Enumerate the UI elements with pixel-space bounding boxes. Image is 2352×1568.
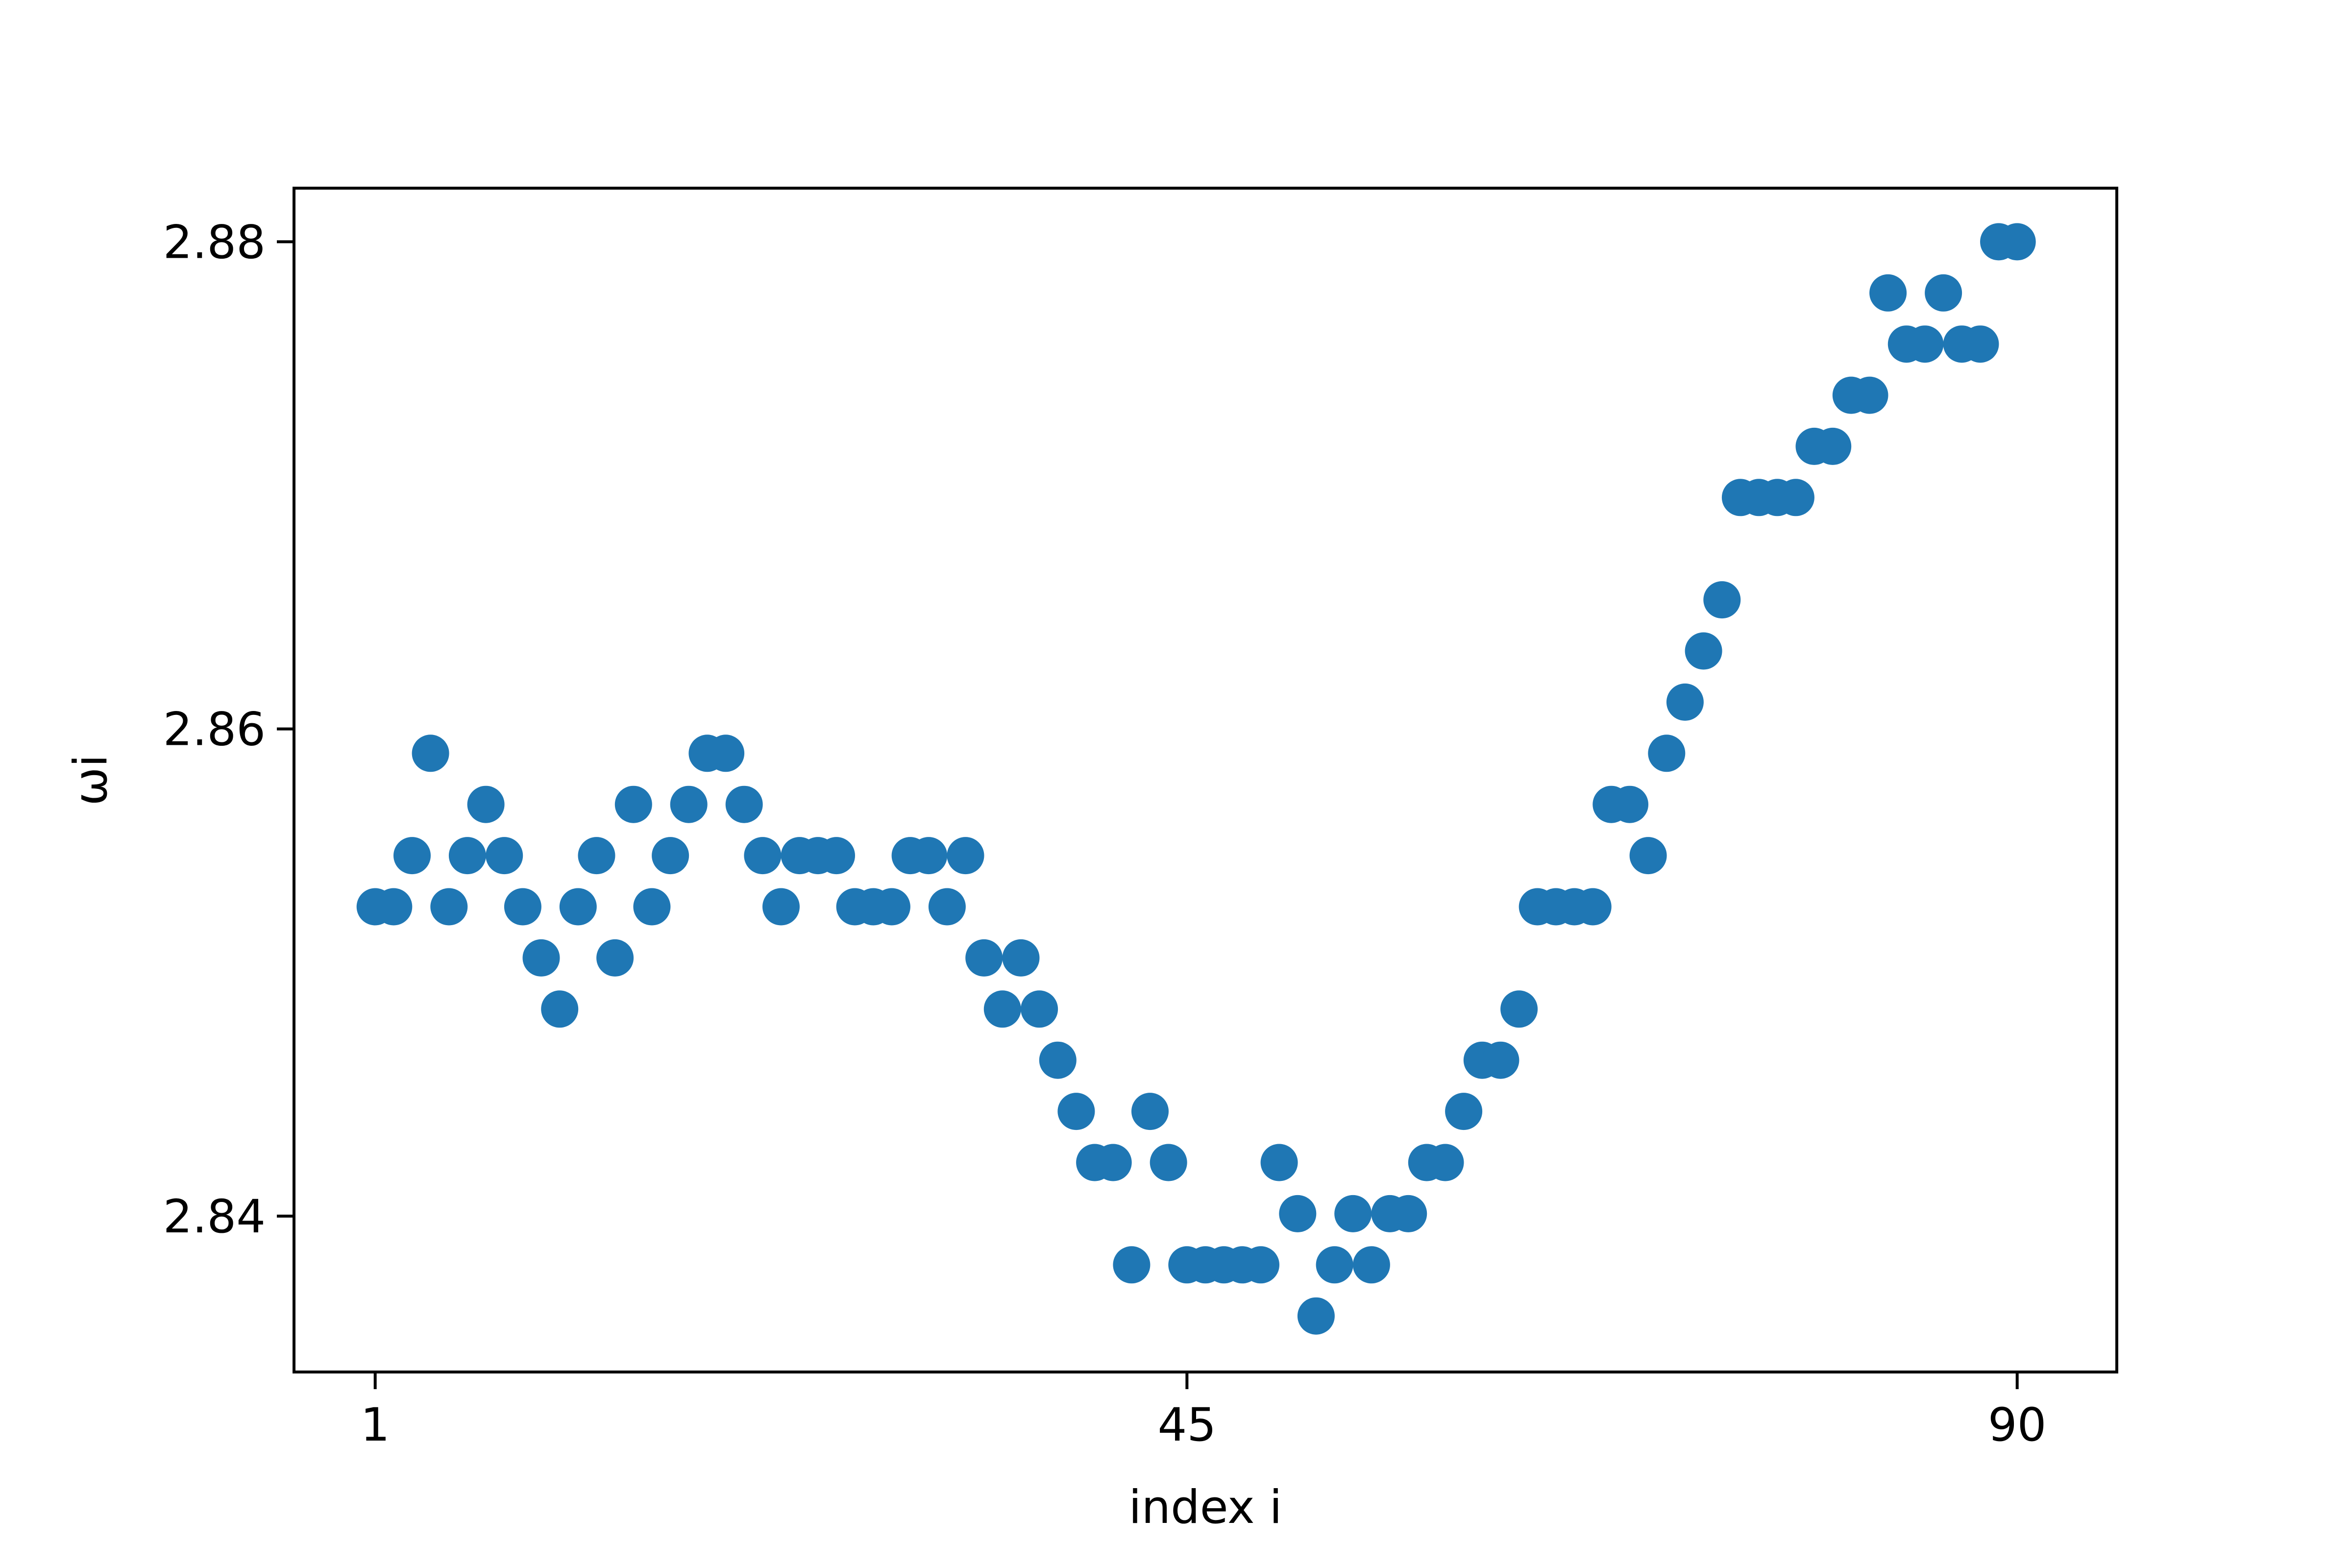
data-point (578, 837, 615, 875)
data-point (430, 888, 468, 926)
data-point (1869, 274, 1907, 312)
data-point (1961, 325, 1999, 363)
data-point (947, 837, 984, 875)
data-point (652, 837, 689, 875)
data-point (486, 837, 523, 875)
y-tick-label: 2.88 (163, 216, 266, 269)
data-point (1297, 1297, 1335, 1335)
data-point (1851, 376, 1888, 414)
data-point (1334, 1195, 1372, 1232)
data-point (725, 785, 763, 823)
data-point (1814, 427, 1852, 465)
data-point (1316, 1246, 1353, 1284)
data-point (1685, 632, 1722, 670)
data-point (412, 735, 449, 772)
data-point (1998, 223, 2036, 261)
y-tick-label: 2.86 (163, 703, 266, 757)
data-point (596, 939, 634, 977)
data-point (928, 888, 966, 926)
data-point (1021, 990, 1058, 1028)
data-point (1906, 325, 1944, 363)
data-point (1260, 1144, 1298, 1181)
data-point (1482, 1041, 1519, 1079)
data-point (1426, 1144, 1464, 1181)
data-point (541, 990, 579, 1028)
data-point (1390, 1195, 1427, 1232)
data-point (910, 837, 948, 875)
data-point (393, 837, 431, 875)
x-tick-label: 90 (1988, 1398, 2047, 1452)
data-point (762, 888, 800, 926)
data-point (983, 990, 1021, 1028)
data-point (818, 837, 855, 875)
data-point (1113, 1246, 1151, 1284)
data-point (1611, 785, 1648, 823)
data-point (1574, 888, 1612, 926)
data-point (559, 888, 597, 926)
data-point (1666, 683, 1704, 721)
data-point (670, 785, 708, 823)
data-point (522, 939, 560, 977)
data-point (1445, 1093, 1483, 1130)
data-points (356, 223, 2036, 1335)
data-point (1629, 837, 1667, 875)
data-point (1279, 1195, 1317, 1232)
data-point (504, 888, 541, 926)
x-tick-label: 45 (1158, 1398, 1217, 1452)
x-axis-label: index i (1128, 1481, 1282, 1534)
plot-frame (293, 187, 2118, 1373)
data-point (1648, 735, 1686, 772)
data-point (448, 837, 486, 875)
data-point (744, 837, 782, 875)
x-axis-ticks: 1 45 90 (361, 1372, 2047, 1452)
y-axis-ticks: 2.84 2.86 2.88 (163, 216, 294, 1244)
data-point (1002, 939, 1040, 977)
data-point (614, 785, 652, 823)
data-point (707, 735, 745, 772)
data-point (1703, 581, 1741, 619)
data-point (1057, 1093, 1095, 1130)
data-point (1039, 1041, 1077, 1079)
data-point (965, 939, 1003, 977)
data-point (467, 785, 505, 823)
y-tick-label: 2.84 (163, 1190, 266, 1244)
data-point (873, 888, 910, 926)
data-point (1352, 1246, 1390, 1284)
data-point (1150, 1144, 1187, 1181)
data-point (1777, 479, 1814, 516)
data-point (633, 888, 671, 926)
x-tick-label: 1 (361, 1398, 390, 1452)
y-axis-label: ωi (64, 755, 118, 806)
data-point (1094, 1144, 1132, 1181)
data-point (1131, 1093, 1169, 1130)
data-point (375, 888, 413, 926)
data-point (1500, 990, 1538, 1028)
data-point (1242, 1246, 1279, 1284)
data-point (1925, 274, 1962, 312)
